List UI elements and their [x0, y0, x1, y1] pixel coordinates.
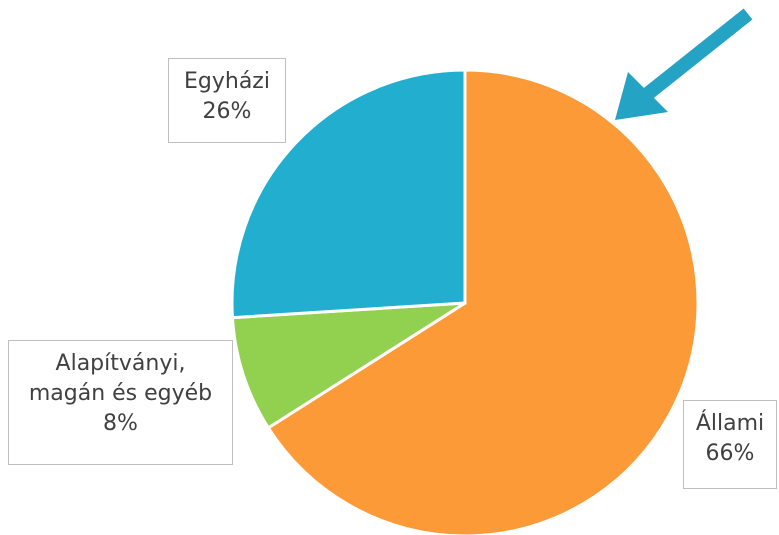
pie-slice — [266, 68, 700, 535]
value-label: 26% — [202, 99, 252, 124]
data-label: Állami 66% — [683, 400, 777, 489]
pie-slice — [230, 301, 466, 430]
data-label: Egyházi 26% — [168, 58, 286, 143]
arrow-head — [615, 72, 668, 120]
category-label: Alapítványi, magán és egyéb — [28, 351, 213, 406]
data-label: Alapítványi, magán és egyéb 8% — [8, 340, 233, 465]
pie-slice — [230, 68, 467, 320]
value-label: 8% — [103, 411, 138, 436]
category-label: Egyházi — [184, 69, 270, 94]
value-label: 66% — [705, 441, 755, 466]
category-label: Állami — [695, 411, 765, 436]
arrow-shaft — [635, 8, 753, 106]
